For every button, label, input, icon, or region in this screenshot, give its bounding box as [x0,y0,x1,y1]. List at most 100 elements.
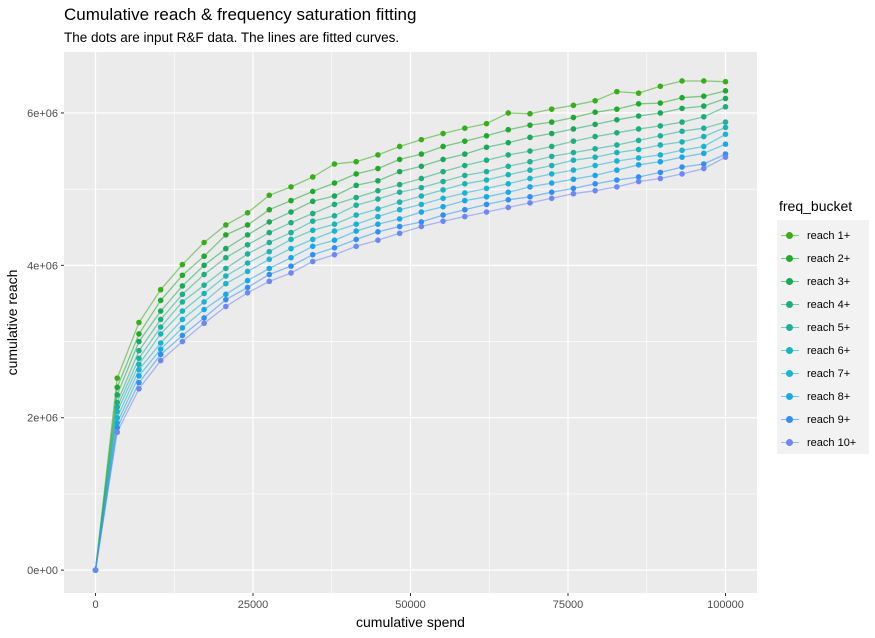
data-point [592,162,598,169]
data-point [635,126,642,132]
legend-item: reach 8+ [779,385,869,408]
data-point [244,260,251,266]
data-point [375,221,381,228]
x-axis: 0 25000 50000 75000 100000 [92,593,744,611]
data-point [548,162,555,169]
data-point [244,277,251,284]
data-point [483,168,490,175]
data-point [201,315,207,321]
data-point [679,94,685,101]
data-point [679,128,685,135]
data-point [244,232,251,238]
data-point [483,177,490,183]
data-point [418,223,425,230]
data-point [700,78,707,84]
data-point [375,165,381,172]
data-point [114,375,121,381]
data-point [505,204,512,211]
data-point [179,283,186,289]
data-point [440,203,446,210]
data-point [462,213,468,220]
legend-label: reach 4+ [807,298,851,311]
data-point [635,178,642,185]
x-tick-label: 100000 [707,599,744,611]
data-point [483,185,490,192]
data-point [157,286,164,293]
data-point [331,221,338,228]
legend-swatch [779,247,801,270]
data-point [244,209,251,216]
data-point [375,213,381,220]
data-point [396,189,403,196]
data-point [136,379,142,386]
data-point [136,373,142,379]
data-point [462,181,468,187]
data-point [657,133,664,139]
data-point [418,151,425,157]
data-point [570,149,577,156]
data-point [505,171,512,178]
data-point [331,201,338,208]
data-point [244,284,251,291]
data-point [505,110,512,116]
data-point [353,194,359,201]
data-point [136,385,142,392]
data-point [353,158,359,165]
data-point [440,168,446,175]
data-point [635,113,642,119]
data-point [396,199,403,205]
data-point [700,161,707,167]
data-point [201,262,207,269]
data-point [440,130,446,137]
data-point [309,227,316,234]
legend-swatch [779,339,801,362]
data-point [157,331,164,337]
data-point [396,230,403,237]
data-point [505,126,512,133]
data-point [700,133,707,140]
legend-label: reach 3+ [807,275,851,288]
data-point [635,161,642,168]
data-point [331,161,338,167]
data-point [201,271,207,278]
legend-label: reach 10+ [807,436,857,449]
data-point [679,171,685,177]
data-point [179,308,186,314]
data-point [114,384,121,391]
data-point [462,138,468,144]
data-point [679,164,685,170]
data-point [114,408,121,415]
data-point [288,263,294,269]
fitted-curve [94,126,726,571]
data-point [722,141,729,147]
data-point [179,316,186,323]
data-point [331,251,338,258]
legend-item: reach 3+ [779,270,869,293]
data-point [548,119,555,125]
data-point [679,119,685,125]
data-point [614,117,620,123]
data-point [201,253,207,260]
y-tick-label: 6e+06 [27,108,58,120]
data-point [722,78,729,85]
data-point [462,172,468,179]
data-point [527,175,533,182]
data-point [375,177,381,184]
data-point [548,171,555,177]
data-point [527,134,533,141]
data-point [179,325,186,331]
data-point [375,196,381,202]
data-point [635,137,642,144]
data-point [223,303,229,310]
data-point [288,197,294,204]
data-point [157,357,164,364]
data-point [309,236,316,243]
legend-item: reach 4+ [779,293,869,316]
data-point [700,165,707,172]
data-point [505,181,512,187]
data-point [288,229,294,236]
data-point [679,105,685,112]
data-point [331,180,338,186]
data-point [309,218,316,224]
data-point [700,143,707,150]
